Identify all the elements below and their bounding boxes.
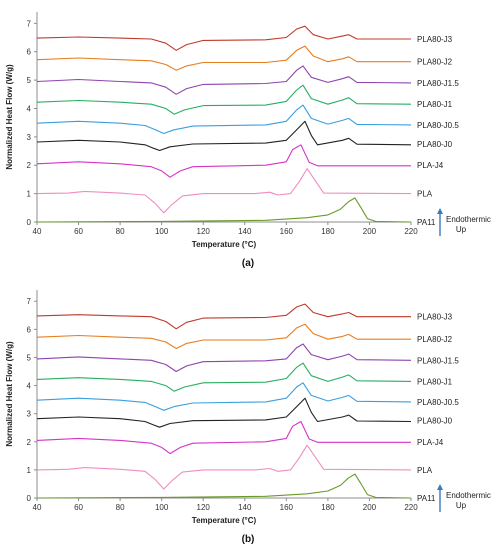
x-tick-label: 160 (280, 503, 294, 512)
y-tick-label: 3 (27, 133, 32, 142)
y-tick-label: 0 (27, 494, 32, 503)
x-tick-label: 40 (33, 503, 42, 512)
y-tick-label: 5 (27, 76, 32, 85)
endothermic-up-label: Up (456, 501, 467, 510)
y-tick-label: 2 (27, 161, 32, 170)
arrow-up-icon (437, 208, 443, 214)
series-label: PLA-J4 (417, 438, 444, 447)
panel-caption: (a) (242, 258, 254, 269)
series-label: PLA80-J1.5 (417, 356, 459, 365)
series-line (36, 382, 412, 411)
panel-caption: (b) (242, 534, 255, 545)
series-label: PLA80-J3 (417, 35, 453, 44)
series-label: PLA (417, 466, 433, 475)
series-line (36, 104, 412, 135)
endothermic-label: Endothermic (446, 215, 491, 224)
series-line (36, 197, 412, 223)
x-tick-label: 120 (197, 503, 211, 512)
x-tick-label: 40 (33, 227, 42, 236)
series-line (36, 84, 412, 115)
x-tick-label: 80 (116, 227, 125, 236)
arrow-up-icon (437, 484, 443, 490)
series-line (36, 65, 412, 95)
series-label: PLA80-J3 (417, 313, 453, 322)
x-tick-label: 160 (280, 227, 294, 236)
y-tick-label: 0 (27, 218, 32, 227)
y-axis-label: Normalized Heat Flow (W/g) (5, 64, 14, 170)
series-line (36, 323, 411, 350)
chart-panel-b: 0 1 2 3 4 5 6 7 40 60 80 100 120 140 160 180 200 220 Tempe… (5, 290, 491, 545)
series-line (36, 473, 412, 499)
series-label: PLA80-J2 (417, 335, 453, 344)
series-line (36, 45, 411, 71)
x-tick-label: 60 (74, 227, 83, 236)
x-tick-label: 200 (363, 227, 377, 236)
y-tick-label: 6 (27, 48, 32, 57)
chart-panel-a: 0 1 2 3 4 5 6 7 40 60 80 100 120 140 160 180 200 220 Tempe… (5, 12, 491, 269)
series-line (36, 303, 411, 330)
series-line (36, 343, 412, 373)
y-tick-label: 4 (27, 104, 32, 113)
series-line (36, 397, 412, 428)
series-label: PLA80-J0.5 (417, 398, 459, 407)
series-line (36, 362, 412, 392)
x-tick-label: 80 (116, 503, 125, 512)
y-tick-label: 7 (27, 297, 32, 306)
x-tick-label: 200 (363, 503, 377, 512)
series-line (36, 168, 412, 214)
x-tick-label: 140 (238, 503, 252, 512)
x-tick-label: 120 (197, 227, 211, 236)
series-label: PLA80-J0.5 (417, 121, 459, 130)
x-tick-label: 180 (321, 503, 335, 512)
series-label: PLA80-J0 (417, 417, 453, 426)
series-label: PLA80-J2 (417, 58, 453, 67)
endothermic-label: Endothermic (446, 491, 491, 500)
series-label: PA11 (417, 218, 436, 227)
x-axis-label: Temperature (°C) (192, 240, 257, 249)
x-tick-label: 140 (238, 227, 252, 236)
series-label: PLA-J4 (417, 161, 444, 170)
endothermic-up-label: Up (456, 225, 467, 234)
x-tick-label: 60 (74, 503, 83, 512)
series-label: PLA80-J1.5 (417, 79, 459, 88)
y-tick-label: 1 (27, 466, 32, 475)
series-line (36, 120, 412, 152)
series-label: PLA (417, 190, 433, 199)
series-label: PLA80-J1 (417, 100, 453, 109)
y-tick-label: 7 (27, 19, 32, 28)
x-axis-label: Temperature (°C) (192, 516, 257, 525)
series-label: PLA80-J0 (417, 140, 453, 149)
series-line (36, 25, 411, 51)
series-label: PA11 (417, 494, 436, 503)
series-line (36, 144, 411, 178)
series-line (36, 420, 411, 455)
y-tick-label: 6 (27, 325, 32, 334)
x-tick-label: 100 (155, 227, 169, 236)
y-axis-label: Normalized Heat Flow (W/g) (5, 341, 14, 447)
y-tick-label: 1 (27, 190, 32, 199)
series-line (36, 444, 412, 490)
y-tick-label: 3 (27, 410, 32, 419)
y-tick-label: 2 (27, 438, 32, 447)
x-tick-label: 220 (404, 503, 418, 512)
x-tick-label: 220 (404, 227, 418, 236)
x-tick-label: 180 (321, 227, 335, 236)
x-tick-label: 100 (155, 503, 169, 512)
series-label: PLA80-J1 (417, 377, 453, 386)
y-tick-label: 5 (27, 353, 32, 362)
y-tick-label: 4 (27, 382, 32, 391)
